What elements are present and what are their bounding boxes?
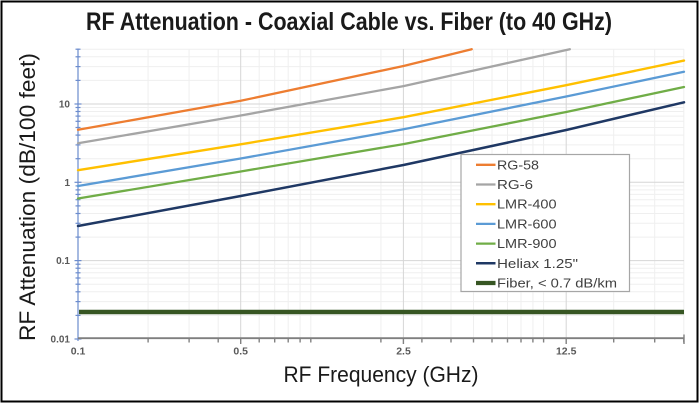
svg-text:0.5: 0.5 (233, 346, 248, 358)
svg-text:RF Attenuation - Coaxial Cable: RF Attenuation - Coaxial Cable vs. Fiber… (86, 8, 612, 36)
svg-text:RG-58: RG-58 (497, 157, 539, 172)
svg-text:Heliax 1.25": Heliax 1.25" (497, 256, 578, 271)
svg-text:LMR-400: LMR-400 (497, 197, 557, 212)
svg-text:RG-6: RG-6 (497, 177, 533, 192)
svg-text:2.5: 2.5 (396, 346, 411, 358)
svg-text:Fiber, < 0.7 dB/km: Fiber, < 0.7 dB/km (497, 276, 617, 291)
svg-text:RF Frequency (GHz): RF Frequency (GHz) (284, 362, 479, 387)
svg-text:10: 10 (59, 99, 71, 110)
svg-text:LMR-900: LMR-900 (497, 236, 557, 251)
svg-text:1: 1 (64, 178, 70, 189)
svg-text:0.1: 0.1 (71, 346, 86, 358)
svg-text:0.1: 0.1 (56, 256, 70, 267)
svg-text:12.5: 12.5 (556, 346, 577, 358)
svg-text:LMR-600: LMR-600 (497, 216, 557, 231)
svg-text:RF Attenuation (dB/100 feet): RF Attenuation (dB/100 feet) (15, 53, 40, 341)
svg-text:0.01: 0.01 (51, 335, 71, 346)
